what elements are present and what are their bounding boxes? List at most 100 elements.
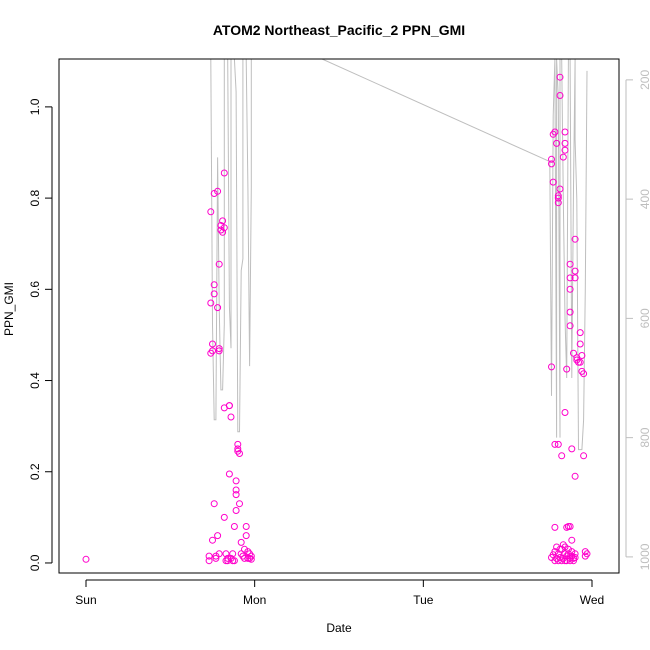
data-point [225,470,233,478]
data-point [556,185,564,193]
data-point [580,370,588,378]
x-tick-label: Wed [580,593,604,607]
data-point [242,523,250,530]
data-point [220,169,228,177]
data-point [571,554,579,561]
data-point [559,153,567,161]
data-point [561,128,569,136]
data-point [554,194,562,202]
y-tick-label: 0.2 [28,463,42,480]
data-point [225,402,233,410]
plot-frame [58,58,620,574]
data-point [566,260,574,268]
data-point [214,532,222,540]
data-point [236,500,243,508]
data-point [220,513,228,521]
data-point [558,452,566,460]
data-point [581,548,589,556]
data-point [214,187,222,195]
x-tick-label: Tue [413,593,434,607]
data-point [230,523,238,530]
data-point [563,523,571,531]
data-point [553,139,561,147]
y2-tick-label: 400 [638,189,650,209]
data-point [548,160,555,168]
data-point [234,445,242,453]
data-point [219,217,227,225]
chart-title: ATOM2 Northeast_Pacific_2 PPN_GMI [213,22,465,38]
data-point [571,550,579,558]
data-point [210,290,218,298]
x-tick-label: Sun [75,593,96,607]
data-point [556,545,564,553]
data-point [548,155,555,163]
data-point [576,358,584,366]
secondary-y-axis: 200 400 600 800 1000 [625,70,650,570]
x-tick-label: Mon [243,593,266,607]
data-point [210,281,218,289]
data-point [215,550,223,558]
data-point [551,440,559,448]
y2-tick-label: 800 [638,427,650,447]
data-point [212,554,220,562]
data-point [215,347,223,355]
data-point [554,192,562,200]
data-point [230,557,238,565]
data-point [566,308,574,316]
data-point [214,304,222,312]
data-point [236,450,243,457]
data-point [566,285,574,293]
y-axis-label: PPN_GMI [2,282,16,336]
data-point [561,409,569,416]
data-point [242,532,250,540]
data-point [568,445,576,453]
data-point [222,550,230,558]
data-point [566,523,574,530]
data-point [571,274,579,282]
data-point [561,146,569,154]
data-point [205,552,213,560]
y-tick-label: 0.6 [28,281,42,298]
y-tick-label: 0.8 [28,189,42,206]
y2-tick-label: 1000 [638,543,650,570]
data-point [209,536,216,544]
y-axis: 0.0 0.2 0.4 0.6 0.8 1.0 [28,98,53,571]
data-point [566,274,574,282]
data-point [576,329,584,337]
data-point [227,413,235,421]
data-point [247,555,255,563]
ppn-gmi-series [82,73,591,565]
data-point [209,347,216,355]
y-tick-label: 0.4 [28,372,42,389]
data-point [219,228,227,236]
data-point [232,491,240,499]
pressure-series [210,59,588,451]
data-point [247,552,255,560]
data-point [207,299,215,307]
data-point [566,322,574,330]
data-point [576,340,584,348]
data-point [556,73,564,81]
data-point [578,352,586,359]
data-point [207,208,215,216]
data-point [568,536,576,544]
y-tick-label: 1.0 [28,98,42,115]
data-point [244,548,252,556]
data-point [237,538,245,546]
data-point [241,554,248,562]
data-point [210,500,218,508]
data-point [234,440,242,448]
data-point [209,340,216,348]
data-point [232,486,240,494]
data-point [556,92,564,99]
data-point [215,345,223,353]
y2-tick-label: 600 [638,308,650,328]
data-point [571,235,579,243]
data-point [563,365,571,373]
data-point [229,550,237,558]
data-point [220,224,228,232]
data-point [549,178,557,186]
data-point [232,477,240,485]
x-axis: Sun Mon Tue Wed [75,579,604,607]
